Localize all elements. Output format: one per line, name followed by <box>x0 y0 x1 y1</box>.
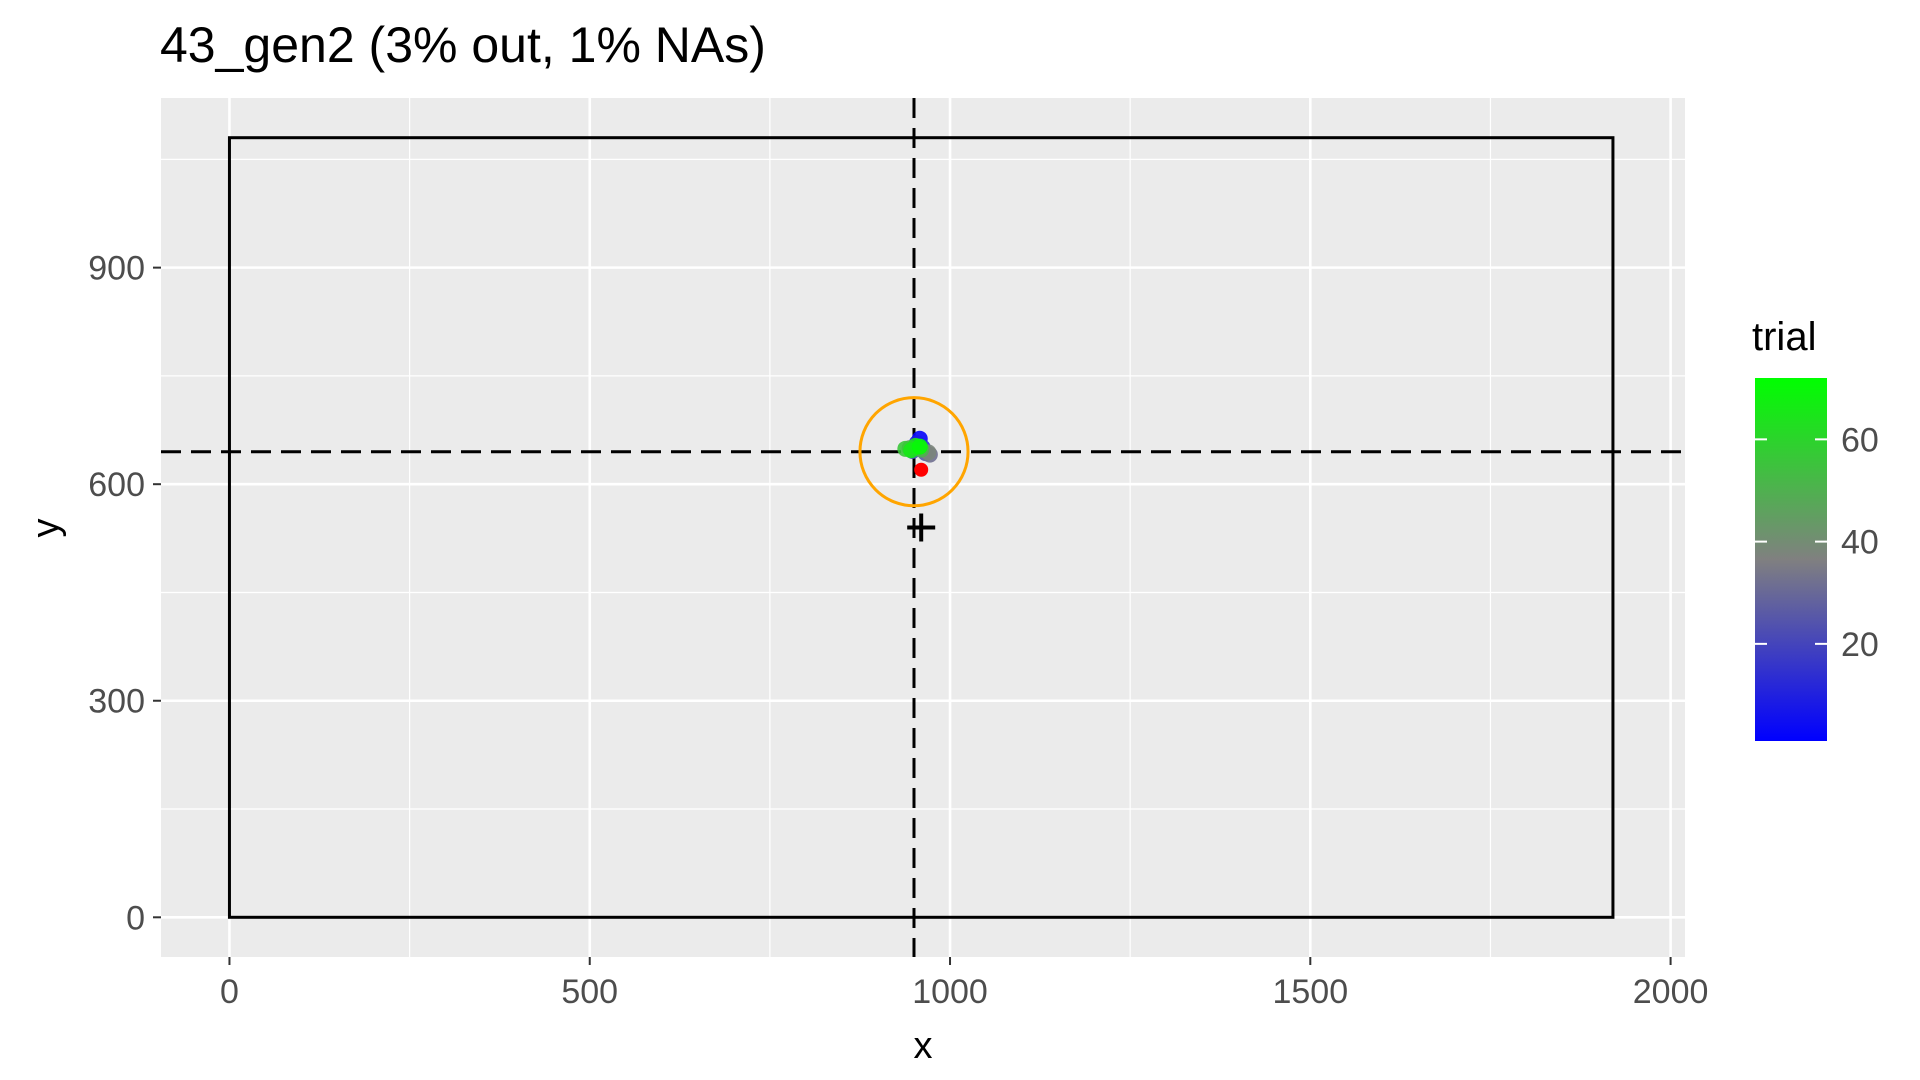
target-circle <box>858 396 970 508</box>
screen-boundary <box>227 136 1615 919</box>
outlier-point <box>914 462 929 477</box>
x-tick-label: 1500 <box>1272 973 1348 1011</box>
legend-ticks: 20 40 60 <box>1755 421 1879 664</box>
y-tick-label: 300 <box>88 683 145 721</box>
legend-tick-label: 60 <box>1841 421 1879 459</box>
y-tick-label: 600 <box>88 466 145 504</box>
y-tick-label: 900 <box>88 250 145 288</box>
chart-title: 43_gen2 (3% out, 1% NAs) <box>160 17 766 73</box>
data-layer <box>161 98 1685 957</box>
legend-title: trial <box>1752 315 1816 359</box>
legend-colorbar <box>1755 378 1827 741</box>
x-tick-label: 0 <box>220 973 239 1011</box>
axes: 0 500 1000 1500 2000 0 300 600 900 <box>88 250 1708 1011</box>
data-point <box>911 438 928 455</box>
legend: trial 20 40 60 <box>1752 315 1879 741</box>
x-tick-label: 2000 <box>1633 973 1709 1011</box>
y-tick-label: 0 <box>126 899 145 937</box>
y-axis-title: y <box>25 519 67 538</box>
x-tick-label: 1000 <box>912 973 988 1011</box>
legend-tick-label: 40 <box>1841 524 1879 562</box>
x-axis-title: x <box>914 1025 933 1067</box>
legend-tick-label: 20 <box>1841 626 1879 664</box>
x-tick-label: 500 <box>561 973 618 1011</box>
